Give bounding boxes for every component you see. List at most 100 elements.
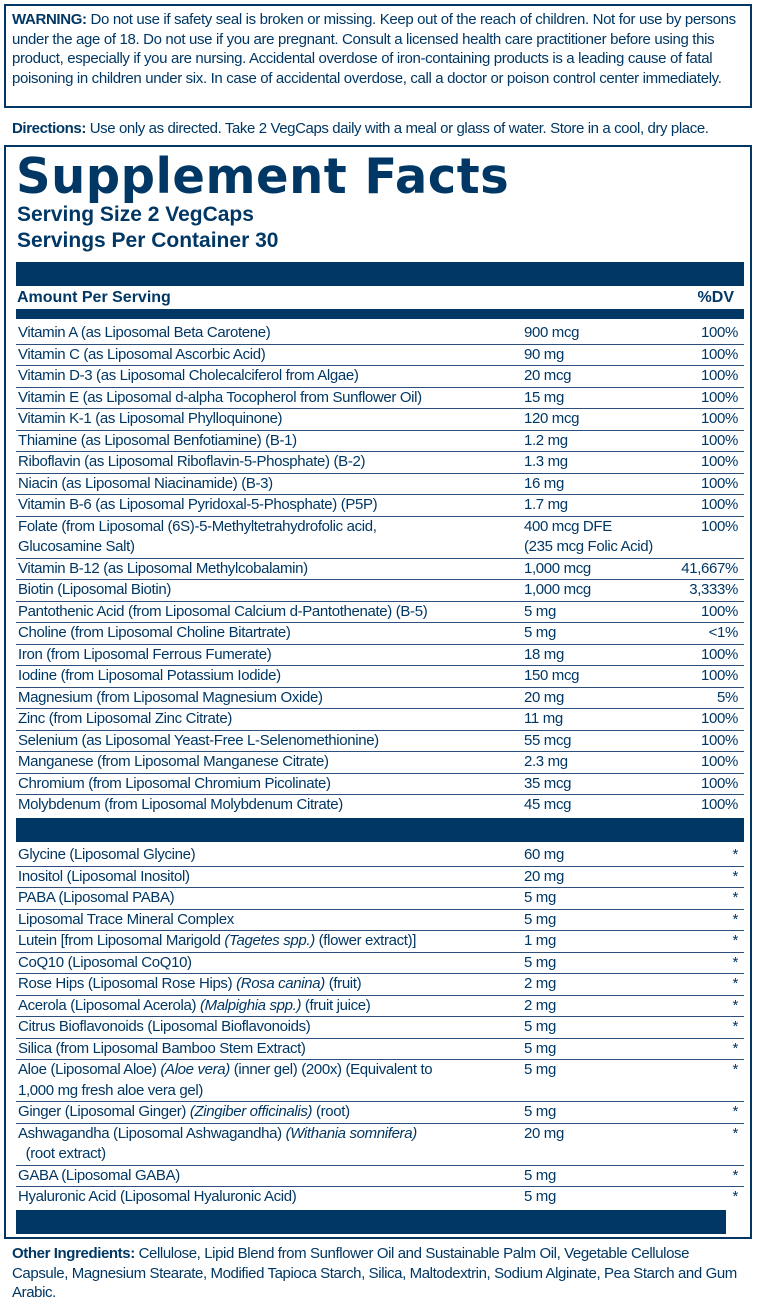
nutrient-amount: 5 mg xyxy=(524,1103,556,1120)
name-text: Magnesium (from Liposomal Magnesium Oxid… xyxy=(18,688,323,706)
nutrient-name: Liposomal Trace Mineral Complex xyxy=(16,910,518,931)
nutrient-name: Vitamin K-1 (as Liposomal Phylloquinone) xyxy=(16,409,518,430)
nutrient-dv: * xyxy=(732,996,739,1014)
nutrient-name: Iodine (from Liposomal Potassium Iodide) xyxy=(16,666,518,687)
nutrient-dv: 100% xyxy=(701,796,738,813)
nutrient-dv: * xyxy=(732,1166,739,1184)
nutrient-row: Aloe (Liposomal Aloe) (Aloe vera) (inner… xyxy=(16,1059,744,1101)
name-text: (fruit) xyxy=(324,975,362,992)
nutrient-name: Glycine (Liposomal Glycine) xyxy=(16,845,518,866)
facts-title: Supplement Facts xyxy=(16,148,510,205)
name-text: Molybdenum (from Liposomal Molybdenum Ci… xyxy=(18,796,343,813)
nutrient-name: Choline (from Liposomal Choline Bitartra… xyxy=(16,623,518,644)
nutrient-amount: 20 mg xyxy=(524,1124,564,1142)
name-text: Selenium (as Liposomal Yeast-Free L-Sele… xyxy=(18,731,379,749)
name-text: (fruit juice) xyxy=(301,996,371,1014)
nutrient-amount: 11 mg xyxy=(524,710,563,727)
name-text: Vitamin C (as Liposomal Ascorbic Acid) xyxy=(18,345,266,363)
nutrient-name: Vitamin E (as Liposomal d-alpha Tocopher… xyxy=(16,388,518,409)
name-text: Silica (from Liposomal Bamboo Stem Extra… xyxy=(18,1039,306,1057)
nutrient-row: Lutein [from Liposomal Marigold (Tagetes… xyxy=(16,930,744,952)
botanical-name: (Tagetes spp.) xyxy=(224,932,315,949)
footnote: *Daily Value (DV) not established. xyxy=(17,1213,230,1230)
directions-label: Directions: xyxy=(12,120,86,137)
nutrient-name: Selenium (as Liposomal Yeast-Free L-Sele… xyxy=(16,731,518,752)
nutrient-name: Vitamin D-3 (as Liposomal Cholecalcifero… xyxy=(16,366,518,387)
nutrient-amount: 2 mg xyxy=(524,996,556,1014)
warning-box: WARNING: Do not use if safety seal is br… xyxy=(4,4,752,108)
nutrient-name: Pantothenic Acid (from Liposomal Calcium… xyxy=(16,602,518,623)
nutrient-row: Hyaluronic Acid (Liposomal Hyaluronic Ac… xyxy=(16,1186,744,1208)
nutrient-amount: 45 mcg xyxy=(524,796,572,813)
supplement-facts-panel: Supplement Facts Serving Size 2 VegCaps … xyxy=(4,145,752,1239)
nutrient-dv: 100% xyxy=(701,431,738,449)
nutrient-row: Vitamin D-3 (as Liposomal Cholecalcifero… xyxy=(16,365,744,387)
nutrient-dv: * xyxy=(732,1103,739,1120)
nutrient-amount: 2 mg xyxy=(524,975,556,992)
nutrient-amount: 18 mg xyxy=(524,645,564,663)
nutrient-amount: 120 mcg xyxy=(524,410,580,427)
nutrient-dv: 100% xyxy=(701,753,738,770)
nutrient-row: Vitamin E (as Liposomal d-alpha Tocopher… xyxy=(16,386,744,409)
nutrient-row: Rose Hips (Liposomal Rose Hips) (Rosa ca… xyxy=(16,973,744,995)
name-text: Chromium (from Liposomal Chromium Picoli… xyxy=(18,774,331,792)
other-ingredients: Other Ingredients: Cellulose, Lipid Blen… xyxy=(12,1244,747,1303)
nutrient-dv: <1% xyxy=(708,624,739,641)
botanical-name: (Withania somnifera) xyxy=(285,1124,418,1142)
nutrient-dv: * xyxy=(732,975,739,992)
nutrient-row: Selenium (as Liposomal Yeast-Free L-Sele… xyxy=(16,729,744,752)
nutrient-amount: 20 mcg xyxy=(524,367,572,384)
nutrient-name: Ginger (Liposomal Ginger) (Zingiber offi… xyxy=(16,1102,518,1123)
name-text: Inositol (Liposomal Inositol) xyxy=(18,867,190,885)
nutrient-dv: * xyxy=(732,1061,739,1078)
nutrient-row: Vitamin K-1 (as Liposomal Phylloquinone)… xyxy=(16,408,744,430)
name-text: CoQ10 (Liposomal CoQ10) xyxy=(18,953,192,971)
nutrient-name: Acerola (Liposomal Acerola) (Malpighia s… xyxy=(16,996,518,1017)
nutrient-row: Vitamin B-12 (as Liposomal Methylcobalam… xyxy=(16,557,744,580)
name-text: Riboflavin (as Liposomal Riboflavin-5-Ph… xyxy=(18,453,366,470)
botanical-name: (Rosa canina) xyxy=(236,975,325,992)
nutrient-row: Iron (from Liposomal Ferrous Fumerate) 18… xyxy=(16,643,744,666)
nutrient-dv: 100% xyxy=(701,731,738,749)
name-text: Vitamin A (as Liposomal Beta Carotene) xyxy=(18,324,271,341)
nutrient-dv: 3,333% xyxy=(689,581,738,598)
nutrient-amount: 900 mcg xyxy=(524,324,580,341)
nutrient-row: Vitamin C (as Liposomal Ascorbic Acid) 90… xyxy=(16,343,744,366)
nutrient-amount: 2.3 mg xyxy=(524,753,568,770)
nutrient-row: Citrus Bioflavonoids (Liposomal Bioflavo… xyxy=(16,1016,744,1038)
nutrient-amount: 5 mg xyxy=(524,1061,556,1078)
other-ingredients-text: Cellulose, Lipid Blend from Sunflower Oi… xyxy=(12,1245,737,1301)
warning-text: Do not use if safety seal is broken or m… xyxy=(12,11,736,87)
nutrient-dv: * xyxy=(732,953,739,971)
nutrient-dv: * xyxy=(732,1188,739,1205)
nutrient-dv: 100% xyxy=(701,345,738,363)
nutrient-amount: 5 mg xyxy=(524,910,556,928)
nutrient-row: CoQ10 (Liposomal CoQ10) 5 mg * xyxy=(16,951,744,974)
nutrient-row: Folate (from Liposomal (6S)-5-Methyltetr… xyxy=(16,515,744,558)
nutrient-dv: 100% xyxy=(701,367,738,384)
nutrient-row: Biotin (Liposomal Biotin) 1,000 mcg 3,333% xyxy=(16,579,744,601)
nutrient-row: Vitamin B-6 (as Liposomal Pyridoxal-5-Ph… xyxy=(16,494,744,516)
nutrient-dv: * xyxy=(732,889,739,906)
nutrient-name: Zinc (from Liposomal Zinc Citrate) xyxy=(16,709,518,730)
name-text: Vitamin K-1 (as Liposomal Phylloquinone) xyxy=(18,410,283,427)
botanical-name: (Zingiber officinalis) xyxy=(189,1103,313,1120)
thick-divider xyxy=(16,262,744,286)
nutrient-amount: 35 mcg xyxy=(524,774,572,792)
nutrient-row: Inositol (Liposomal Inositol) 20 mg * xyxy=(16,865,744,888)
nutrient-dv: * xyxy=(732,1039,739,1057)
nutrient-name: Citrus Bioflavonoids (Liposomal Bioflavo… xyxy=(16,1017,518,1038)
nutrient-name: GABA (Liposomal GABA) xyxy=(16,1166,518,1187)
nutrient-dv: * xyxy=(732,932,739,949)
name-text: Ginger (Liposomal Ginger) xyxy=(18,1103,190,1120)
nutrient-amount: 5 mg xyxy=(524,1166,556,1184)
nutrient-name: Rose Hips (Liposomal Rose Hips) (Rosa ca… xyxy=(16,974,518,995)
nutrient-row: Liposomal Trace Mineral Complex 5 mg * xyxy=(16,908,744,931)
nutrient-row: Niacin (as Liposomal Niacinamide) (B-3) 1… xyxy=(16,472,744,495)
nutrient-amount: 60 mg xyxy=(524,846,564,863)
nutrient-amount: 1.7 mg xyxy=(524,496,568,513)
nutrient-dv: * xyxy=(732,1018,739,1035)
nutrient-name: Vitamin B-6 (as Liposomal Pyridoxal-5-Ph… xyxy=(16,495,518,516)
nutrient-name: Manganese (from Liposomal Manganese Citr… xyxy=(16,752,518,773)
nutrient-amount: 5 mg xyxy=(524,953,556,971)
